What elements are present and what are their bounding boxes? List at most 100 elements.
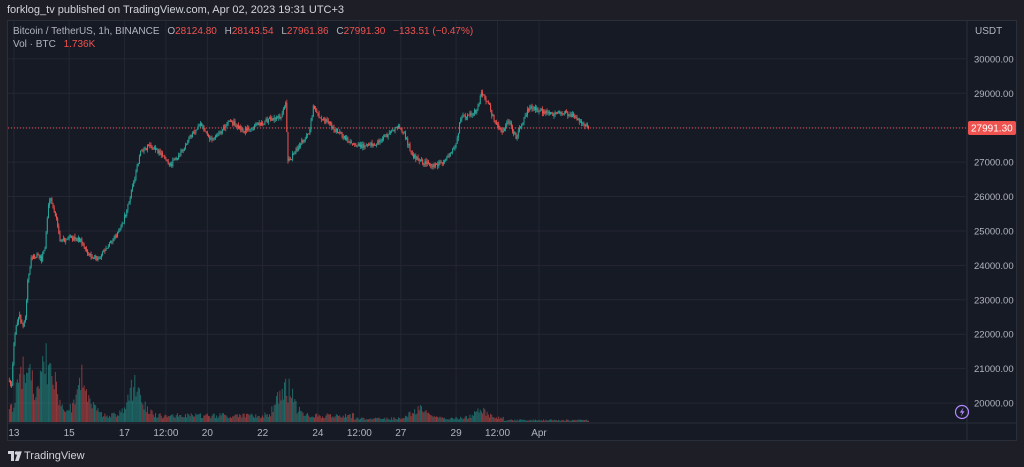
candle-body: [244, 128, 246, 133]
volume-bar: [13, 407, 15, 422]
volume-bar: [560, 420, 562, 422]
volume-bar: [330, 414, 332, 422]
volume-bar: [389, 419, 391, 422]
volume-bar: [370, 418, 372, 422]
volume-bar: [82, 387, 84, 422]
volume-bar: [571, 419, 573, 422]
candle-body: [449, 152, 451, 157]
volume-bar: [225, 414, 227, 422]
candle-body: [259, 122, 261, 126]
volume-bar: [269, 414, 271, 422]
volume-bar: [356, 417, 358, 422]
volume-bar: [520, 419, 522, 422]
volume-bar: [288, 378, 290, 422]
candle-body: [205, 131, 207, 133]
volume-bar: [38, 388, 40, 422]
candle-body: [163, 155, 165, 157]
volume-bar: [446, 419, 448, 422]
candle-body: [270, 117, 272, 121]
volume-bar: [213, 413, 215, 422]
candle-body: [184, 144, 186, 148]
volume-bar: [44, 373, 46, 422]
candle-body: [248, 127, 250, 130]
volume-bar: [84, 390, 86, 422]
candle-body: [521, 124, 523, 128]
candle-body: [403, 132, 405, 134]
lightning-icon[interactable]: [954, 404, 970, 420]
volume-bar: [20, 366, 22, 422]
legend-low-value: 27961.86: [286, 26, 329, 37]
candle-body: [237, 125, 239, 129]
candle-body: [294, 151, 296, 155]
candle-body: [155, 147, 157, 150]
candle-body: [482, 92, 484, 96]
candlestick-series: [8, 89, 590, 388]
candle-body: [256, 122, 258, 125]
volume-bar: [474, 411, 476, 422]
volume-bar: [552, 420, 554, 422]
candle-body: [556, 112, 558, 114]
volume-bar: [281, 388, 283, 422]
candle-body: [316, 110, 318, 113]
volume-bar: [66, 410, 68, 422]
volume-bar: [403, 418, 405, 422]
candle-body: [491, 109, 493, 116]
volume-bar: [343, 417, 345, 422]
volume-bar: [234, 414, 236, 422]
volume-bar: [308, 415, 310, 422]
volume-bar: [324, 417, 326, 422]
volume-bar: [105, 416, 107, 422]
candle-body: [300, 143, 302, 146]
volume-bar: [507, 420, 509, 422]
candle-body: [564, 110, 566, 114]
volume-bar: [220, 415, 222, 422]
candle-body: [288, 158, 290, 161]
candle-body: [28, 273, 30, 280]
candle-body: [15, 325, 17, 335]
candle-body: [110, 240, 112, 244]
volume-bar: [470, 417, 472, 422]
candle-body: [153, 147, 155, 149]
volume-bar: [221, 413, 223, 422]
candle-body: [8, 380, 10, 382]
volume-bar: [585, 419, 587, 422]
candle-body: [296, 148, 298, 151]
candle-body: [432, 164, 434, 167]
candle-body: [206, 131, 208, 135]
candle-body: [426, 161, 428, 165]
candle-body: [262, 122, 264, 125]
candle-body: [98, 258, 100, 260]
volume-bar: [311, 416, 313, 422]
volume-bar: [426, 413, 428, 422]
volume-bar: [132, 400, 134, 422]
volume-bar: [146, 406, 148, 422]
volume-bar: [170, 415, 172, 422]
legend-ohlc-row: Bitcoin / TetherUS, 1h, BINANCE O28124.8…: [13, 26, 473, 39]
volume-bar: [574, 419, 576, 422]
candle-body: [252, 127, 254, 129]
volume-bar: [472, 415, 474, 422]
volume-bar: [47, 365, 49, 422]
candle-body: [366, 144, 368, 146]
volume-bar: [488, 417, 490, 422]
candle-body: [327, 120, 329, 124]
candle-body: [146, 144, 148, 150]
volume-bar: [334, 416, 336, 422]
candle-body: [438, 161, 440, 167]
candle-body: [132, 186, 134, 190]
candle-body: [217, 135, 219, 137]
candle-body: [404, 132, 406, 139]
volume-bar: [49, 363, 51, 422]
volume-bar: [106, 415, 108, 422]
candle-body: [210, 138, 212, 140]
volume-bar: [59, 399, 61, 422]
candle-body: [58, 226, 60, 234]
candle-body: [243, 131, 245, 133]
volume-bar: [568, 420, 570, 422]
volume-bar: [279, 390, 281, 422]
candle-body: [183, 147, 185, 151]
volume-bar: [270, 416, 272, 422]
volume-bar: [455, 416, 457, 422]
volume-bar: [76, 389, 78, 422]
